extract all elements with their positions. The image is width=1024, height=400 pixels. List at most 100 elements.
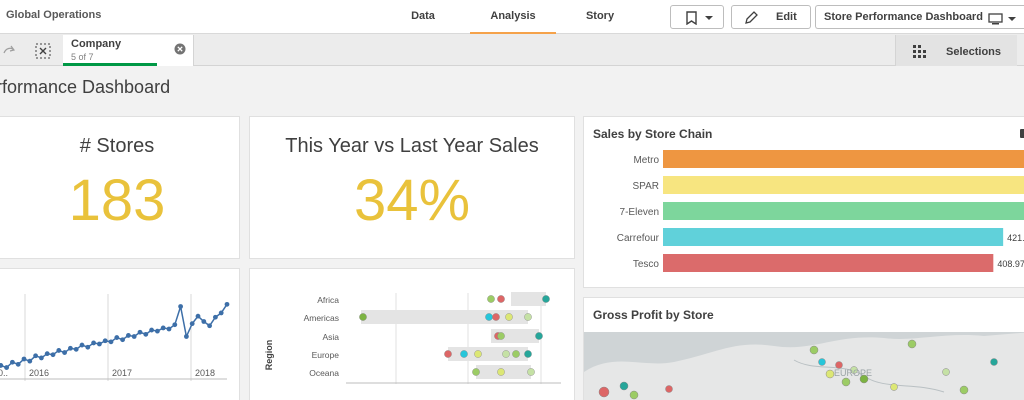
sheet-selector-label: Store Performance Dashboard <box>824 11 983 23</box>
scatter-point <box>487 295 495 303</box>
line-point <box>27 358 33 364</box>
y-category-label: Americas <box>304 313 339 323</box>
app-title[interactable]: Global Operations <box>6 9 102 21</box>
sales-by-chain-card[interactable]: Sales by Store Chain Metro SPAR 7-Eleven Ca… <box>583 116 1024 288</box>
y-category-label: Africa <box>317 295 339 305</box>
line-point <box>131 334 137 339</box>
scatter-point <box>492 313 500 321</box>
bar <box>663 254 994 272</box>
clear-selections-icon[interactable] <box>35 43 51 59</box>
bar-value-label: 421.15k <box>1007 233 1024 243</box>
line-point <box>189 321 195 327</box>
line-point <box>184 334 189 339</box>
bar-value-label: 408.97k <box>997 259 1024 269</box>
range-band <box>448 347 528 361</box>
bar-category-label: Carrefour <box>617 233 660 244</box>
tab-data[interactable]: Data <box>411 10 435 22</box>
scatter-point <box>524 313 532 321</box>
bar-category-label: Tesco <box>633 259 660 270</box>
line-point <box>195 313 201 319</box>
line-point <box>143 331 149 337</box>
line-point <box>85 344 91 350</box>
tab-analysis[interactable]: Analysis <box>470 0 556 34</box>
bookmark-button[interactable] <box>670 5 724 29</box>
line-point <box>62 350 67 355</box>
scatter-point <box>524 350 532 358</box>
kpi-title: # Stores <box>79 135 155 157</box>
bar-chart: Metro SPAR 7-Eleven Carrefour 421.15k Tesco 40… <box>617 150 1024 272</box>
bar-category-label: SPAR <box>633 181 660 192</box>
scatter-point <box>512 350 520 358</box>
kpi-value: 183 <box>68 168 166 233</box>
gross-profit-map-card[interactable]: Gross Profit by Store EUROPE <box>583 297 1024 400</box>
line-point <box>207 323 213 329</box>
scatter-point <box>497 368 505 376</box>
line-chart: 20.. 2016 2017 2018 <box>0 294 230 381</box>
line-point <box>224 301 230 307</box>
line-point <box>50 352 56 358</box>
x-tick-label: 2016 <box>29 368 49 378</box>
map-points <box>598 339 998 400</box>
edit-label: Edit <box>776 11 797 23</box>
selection-chip[interactable] <box>63 35 194 66</box>
x-tick-label: 20.. <box>0 368 8 378</box>
pencil-icon <box>745 11 758 24</box>
scatter-point <box>444 350 452 358</box>
line-point <box>160 325 166 331</box>
scatter-point <box>497 332 505 340</box>
snapshot-icon[interactable] <box>1020 127 1024 139</box>
line-series <box>0 303 228 369</box>
tab-story[interactable]: Story <box>585 10 615 22</box>
scatter-point <box>502 350 510 358</box>
y-category-label: Europe <box>312 350 340 360</box>
selection-chip-state: 5 of 7 <box>71 52 94 62</box>
range-band <box>511 292 546 306</box>
scatter-point <box>460 350 468 358</box>
map[interactable]: EUROPE <box>584 332 1024 400</box>
x-tick-label: 2017 <box>112 368 132 378</box>
line-point <box>15 361 21 367</box>
selections-label: Selections <box>946 46 1002 58</box>
x-tick-label: 2018 <box>195 368 215 378</box>
y-category-label: Oceana <box>309 368 339 378</box>
line-point <box>44 351 50 357</box>
selection-chip-field: Company <box>71 38 122 50</box>
scatter-point <box>505 313 513 321</box>
region-chart: Region Africa Americas Asia Europe Oceana <box>264 292 561 384</box>
remove-selection-icon[interactable] <box>174 43 186 55</box>
line-point <box>102 338 108 344</box>
edit-button[interactable]: Edit <box>731 5 811 29</box>
kpi-value: 34% <box>353 168 471 233</box>
kpi-stores-card[interactable]: # Stores 183 <box>0 116 240 259</box>
line-point <box>39 355 44 361</box>
kpi-sales-growth-card[interactable]: This Year vs Last Year Sales 34% <box>249 116 575 259</box>
line-point <box>149 327 155 333</box>
line-point <box>172 322 178 328</box>
region-chart-card[interactable]: Region Africa Americas Asia Europe Oceana <box>249 268 575 400</box>
line-point <box>33 353 38 359</box>
line-point <box>201 319 207 324</box>
sheet-title: rformance Dashboard <box>0 77 171 97</box>
line-point <box>91 340 96 346</box>
line-point <box>10 359 15 365</box>
sheet-selector-button[interactable]: Store Performance Dashboard <box>815 5 1024 29</box>
bar <box>663 150 1024 168</box>
line-chart-card[interactable]: 20.. 2016 2017 2018 <box>0 268 240 400</box>
line-point <box>213 314 218 320</box>
line-point <box>97 341 102 347</box>
map-region-label: EUROPE <box>834 368 872 378</box>
kpi-title: This Year vs Last Year Sales <box>285 135 539 157</box>
selection-chip-progress <box>63 63 157 66</box>
scatter-point <box>474 350 482 358</box>
bookmark-icon <box>686 11 713 25</box>
sheet-nav-icon <box>988 13 1016 25</box>
line-point <box>73 346 79 352</box>
bar <box>663 228 1004 246</box>
line-point <box>137 329 143 335</box>
bar-chart-title: Sales by Store Chain <box>593 127 713 141</box>
line-point <box>178 304 184 309</box>
selections-icon <box>913 45 926 58</box>
line-point <box>108 339 114 345</box>
step-forward-icon[interactable] <box>2 43 16 57</box>
bar-category-label: Metro <box>633 155 659 166</box>
